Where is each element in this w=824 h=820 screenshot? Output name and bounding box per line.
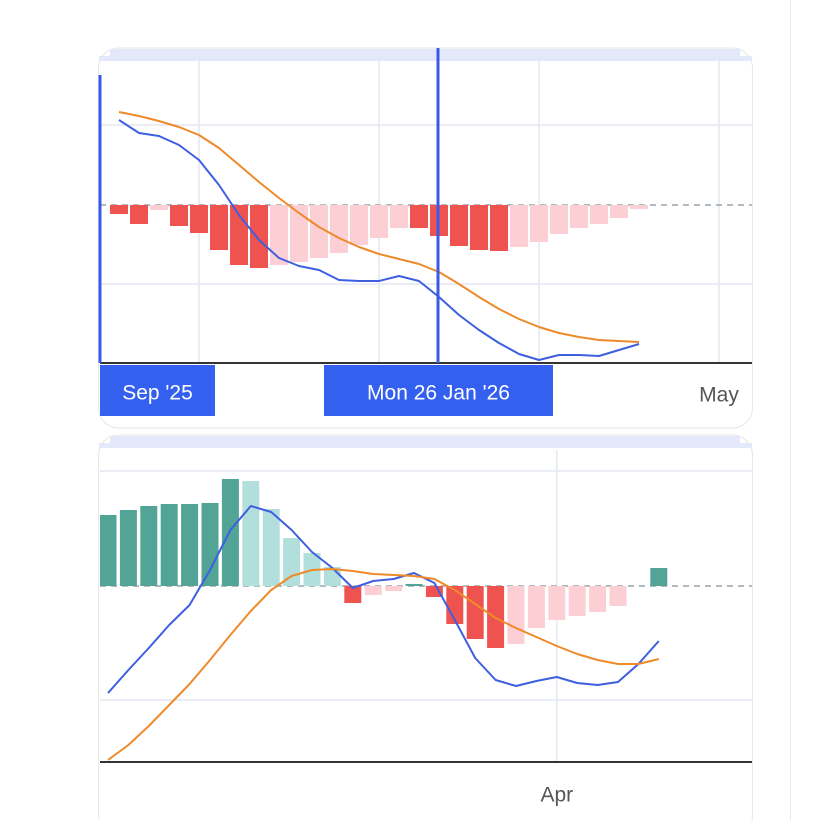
- histogram-bar: [283, 538, 301, 586]
- histogram-bar: [160, 504, 178, 586]
- x-tick-label: Apr: [540, 784, 573, 807]
- histogram-bar: [350, 205, 368, 245]
- histogram-bar: [344, 586, 362, 603]
- histogram-bar: [410, 205, 428, 228]
- histogram-bar: [130, 205, 148, 224]
- histogram-bar: [370, 205, 388, 238]
- histogram-bar: [530, 205, 548, 242]
- x-tick-label: May: [699, 384, 739, 407]
- histogram-bar: [650, 568, 668, 586]
- histogram-bar: [221, 479, 239, 586]
- histogram-bar: [170, 205, 188, 226]
- histogram-bar: [450, 205, 468, 246]
- histogram-bar: [100, 515, 117, 586]
- histogram-bar: [330, 205, 348, 253]
- histogram-bar: [550, 205, 568, 234]
- indicator-line: [118, 119, 640, 361]
- histogram-bar: [510, 205, 528, 247]
- histogram-bar: [150, 205, 168, 210]
- histogram-bar: [270, 205, 288, 265]
- histogram-bar: [140, 506, 158, 586]
- histogram-bar: [446, 586, 464, 624]
- histogram-bar: [110, 205, 128, 214]
- plot-area: [110, 111, 648, 361]
- crosshair-label: Mon 26 Jan '26: [367, 382, 510, 405]
- histogram-bar: [242, 481, 260, 586]
- histogram-bar: [570, 205, 588, 228]
- card-header-strip-left: [99, 443, 752, 448]
- histogram-bar: [425, 586, 443, 597]
- histogram-bar: [609, 586, 627, 606]
- histogram-bar: [385, 586, 403, 591]
- histogram-bar: [181, 504, 199, 586]
- crosshair-label-box: [100, 365, 215, 416]
- histogram-bar: [590, 205, 608, 224]
- histogram-bar: [364, 586, 382, 595]
- card: [98, 434, 753, 820]
- histogram-bar: [610, 205, 628, 218]
- histogram-bar: [568, 586, 586, 616]
- histogram-bar: [262, 509, 280, 586]
- histogram-bar: [470, 205, 488, 250]
- histogram-bar: [466, 586, 484, 639]
- plot-area: [100, 479, 668, 761]
- indicator-line: [107, 505, 660, 694]
- histogram-bar: [201, 503, 219, 586]
- indicator-line: [107, 568, 660, 761]
- histogram-bar: [589, 586, 607, 612]
- indicator-line: [118, 111, 640, 343]
- histogram-bar: [390, 205, 408, 228]
- histogram-bar: [250, 205, 268, 268]
- histogram-bar: [310, 205, 328, 258]
- histogram-bar: [630, 205, 648, 209]
- histogram-bar: [119, 510, 137, 586]
- histogram-bar: [548, 586, 566, 620]
- card-header-strip-left: [99, 56, 752, 61]
- histogram-bar: [190, 205, 208, 233]
- histogram-bar: [507, 586, 525, 644]
- histogram-bar: [405, 584, 423, 586]
- crosshair-label-box: [324, 365, 553, 416]
- histogram-bar: [290, 205, 308, 262]
- histogram-bar: [490, 205, 508, 251]
- histogram-bar: [527, 586, 545, 628]
- crosshair-label: Sep '25: [122, 382, 193, 405]
- histogram-bar: [210, 205, 228, 250]
